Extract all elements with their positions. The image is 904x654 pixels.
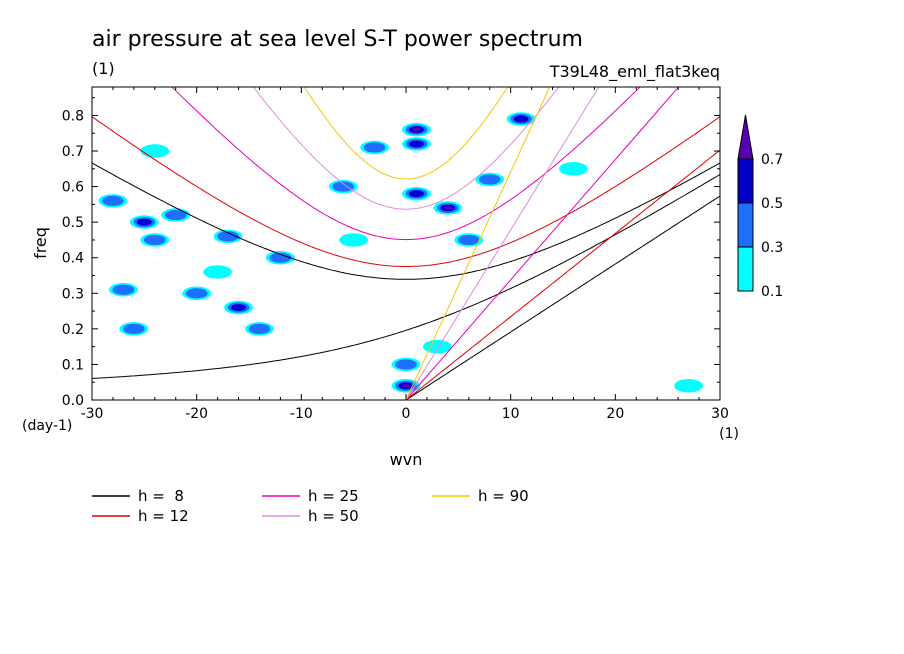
power-patch (143, 234, 166, 246)
x-tick-label: 30 (711, 406, 729, 422)
power-patch (332, 181, 355, 192)
plot-background (92, 87, 720, 400)
power-patch (513, 115, 529, 123)
power-patch (122, 323, 145, 334)
power-patch (444, 206, 452, 210)
y-tick-label: 0.6 (62, 180, 84, 196)
x-tick-label: -30 (81, 406, 104, 422)
y-tick-label: 0.3 (62, 286, 84, 302)
y-unit-label: (day-1) (22, 418, 72, 434)
power-patch (457, 234, 480, 246)
power-patches (98, 112, 703, 393)
colorbar-extend-arrow (737, 114, 754, 160)
power-patch (185, 288, 208, 299)
dispersion-curve (303, 87, 509, 180)
power-patch (112, 284, 135, 295)
dispersion-curve (92, 174, 720, 379)
power-patch (339, 233, 369, 247)
legend-label: h = 12 (138, 507, 189, 525)
power-patch (674, 379, 703, 393)
x-tick-label: 20 (606, 406, 624, 422)
colorbar-box (737, 158, 754, 204)
power-patch (409, 140, 424, 148)
power-patch (402, 383, 410, 388)
power-patch (559, 162, 588, 176)
x-tick-label: -10 (290, 406, 313, 422)
legend-label: h = 8 (138, 487, 184, 505)
dispersion-curve (405, 87, 600, 400)
legend-label: h = 25 (308, 487, 359, 505)
dispersion-curves (92, 87, 720, 400)
power-patch (164, 209, 187, 221)
power-patch (478, 174, 501, 185)
dispersion-curve (405, 87, 680, 400)
colorbar: 0.1 0.3 0.5 0.7 (737, 114, 783, 300)
legend: h = 8 h = 12 h = 25 h = 50 h = 90 (92, 487, 529, 525)
axis-ticks: -30 -20 -10 0 10 20 30 0.0 0.1 0.2 0.3 0.4 0.5 0.6 0.7… (62, 87, 729, 422)
y-tick-label: 0.4 (62, 251, 84, 267)
dispersion-curve (405, 195, 720, 400)
y-tick-label: 0.8 (62, 108, 84, 124)
y-tick-label: 0.2 (62, 322, 84, 338)
power-patch (231, 304, 246, 311)
x-tick-label: 10 (502, 406, 520, 422)
x-unit-label: (1) (719, 426, 739, 442)
chart-title: air pressure at sea level S-T power spec… (92, 27, 583, 52)
power-patch (363, 142, 386, 153)
y-axis-label: freq (31, 227, 50, 259)
power-patch (412, 127, 421, 132)
power-patch (248, 323, 271, 334)
power-patch (136, 218, 152, 226)
y-tick-label: 0.0 (62, 393, 84, 409)
x-axis-label: wvn (390, 450, 423, 469)
dispersion-curve (252, 87, 560, 210)
colorbar-label: 0.5 (761, 196, 783, 212)
x-tick-label: 0 (402, 406, 411, 422)
colorbar-label: 0.3 (761, 240, 783, 256)
power-patch (269, 252, 292, 263)
power-patch (140, 144, 170, 158)
y-tick-label: 0.7 (62, 144, 84, 160)
dispersion-curve (405, 149, 720, 400)
y-tick-label: 0.5 (62, 215, 84, 231)
dispersion-curve (405, 87, 551, 400)
power-patch (423, 339, 452, 354)
power-patch (217, 231, 239, 242)
colorbar-label: 0.7 (761, 152, 783, 168)
power-patch (102, 195, 124, 206)
dispersion-curve (92, 162, 720, 280)
colorbar-label: 0.1 (761, 284, 783, 300)
legend-label: h = 50 (308, 507, 359, 525)
x-tick-label: -20 (185, 406, 208, 422)
colorbar-box (737, 202, 754, 248)
experiment-label: T39L48_eml_flat3keq (549, 62, 720, 82)
power-patch (203, 265, 233, 279)
dispersion-curve (92, 116, 720, 267)
chart-units-label: (1) (92, 59, 115, 78)
legend-label: h = 90 (478, 487, 529, 505)
colorbar-box (737, 246, 754, 292)
dispersion-curve (171, 87, 641, 241)
y-tick-label: 0.1 (62, 357, 84, 373)
power-patch (395, 359, 417, 370)
power-patch (409, 190, 424, 198)
